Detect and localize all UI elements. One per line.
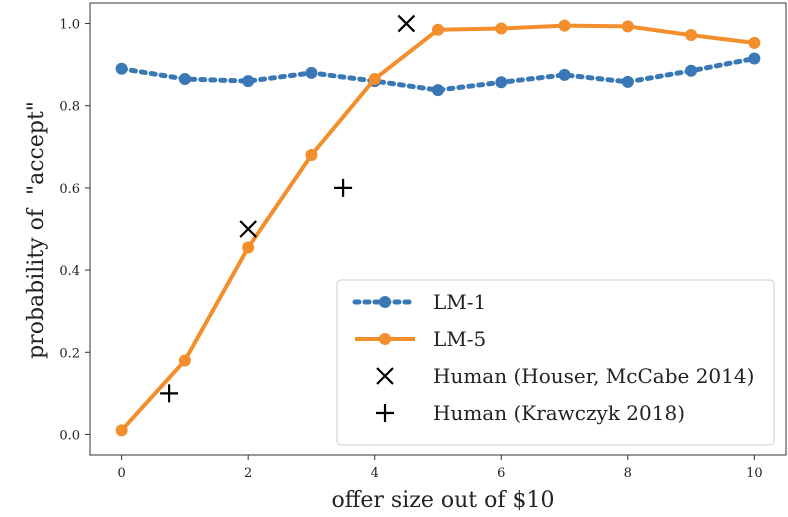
data-point [495, 76, 508, 89]
data-point [334, 178, 353, 197]
data-point [558, 68, 571, 81]
x-tick-label: 6 [497, 466, 505, 481]
data-point [115, 424, 128, 437]
y-tick-label: 0.6 [59, 182, 80, 197]
x-tick-label: 8 [624, 466, 632, 481]
data-point [242, 241, 255, 254]
y-axis-label: probability of "accept" [24, 101, 49, 359]
legend-item: Human (Krawczyk 2018) [376, 401, 685, 425]
x-tick-label: 10 [746, 466, 763, 481]
data-point [432, 84, 444, 97]
data-point [621, 20, 634, 33]
legend: LM-1 LM-5 Human (Houser, McCabe 2014) Human… [336, 279, 775, 446]
data-point [558, 19, 571, 32]
data-point [239, 220, 257, 238]
y-tick-label: 0.8 [59, 100, 80, 115]
y-tick-label: 0.4 [59, 264, 80, 279]
x-tick-label: 2 [244, 466, 252, 481]
data-point [368, 73, 381, 86]
legend-label: LM-1 [433, 290, 486, 314]
axes-frame [89, 2, 787, 456]
data-point [748, 36, 761, 49]
data-point [242, 75, 255, 88]
legend-item: LM-1 [352, 290, 486, 314]
series-3 [239, 14, 416, 238]
data-point [178, 73, 191, 86]
y-tick-label: 0.2 [59, 346, 80, 361]
data-point [621, 75, 634, 88]
data-point [305, 149, 318, 162]
series-1 [115, 52, 761, 97]
legend-box [336, 279, 775, 446]
data-point [115, 62, 128, 75]
series-2 [115, 19, 761, 437]
data-point [685, 29, 698, 42]
axes-border [89, 2, 787, 456]
y-axis: 0.0 0.2 0.4 0.6 0.8 1.0 [59, 18, 90, 443]
data-point [160, 384, 179, 403]
y-tick-label: 0.0 [59, 428, 80, 443]
legend-label: Human (Krawczyk 2018) [433, 401, 685, 425]
legend-label: LM-5 [433, 327, 486, 351]
data-point [748, 52, 761, 65]
data-point [495, 22, 508, 35]
x-axis: 0 2 4 6 8 10 [117, 455, 763, 481]
data-point [178, 354, 191, 367]
data-point [685, 64, 698, 77]
legend-item: Human (Houser, McCabe 2014) [376, 364, 754, 388]
y-tick-label: 1.0 [59, 18, 80, 33]
plot-area [115, 14, 761, 437]
series-4 [160, 178, 353, 403]
data-point [397, 14, 416, 33]
data-point [305, 66, 318, 79]
data-point [432, 23, 444, 36]
legend-item: LM-5 [355, 327, 486, 351]
x-tick-label: 0 [117, 466, 125, 481]
x-axis-label: offer size out of $10 [332, 488, 555, 513]
legend-label: Human (Houser, McCabe 2014) [433, 364, 754, 388]
x-tick-label: 4 [371, 466, 379, 481]
